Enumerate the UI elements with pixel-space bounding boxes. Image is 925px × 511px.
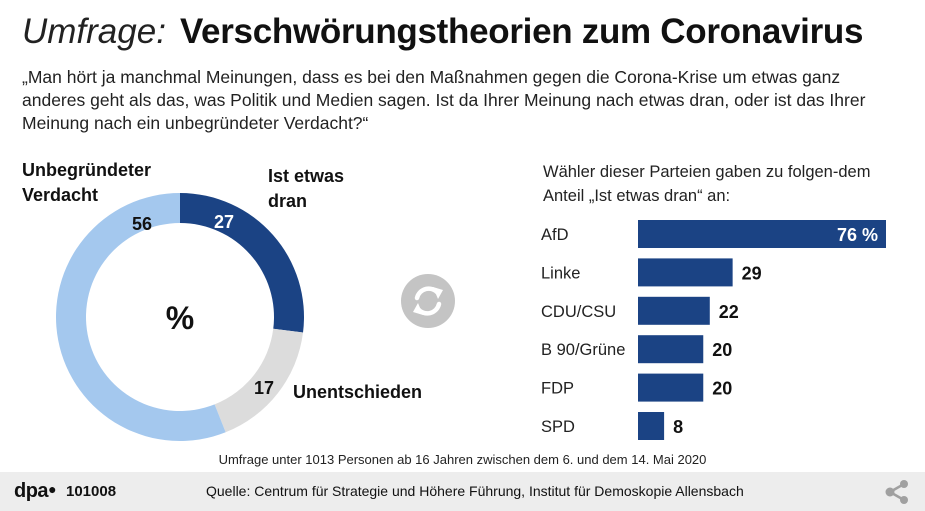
donut-chart: 27 17 56% <box>56 193 304 441</box>
bar-category-spd: SPD <box>541 418 575 436</box>
bar-fdp <box>638 373 704 402</box>
title-kicker: Umfrage: <box>22 12 166 51</box>
bar-category-afd: AfD <box>541 226 569 244</box>
share-icon[interactable] <box>884 480 910 504</box>
bar-value-afd: 76 % <box>837 225 878 245</box>
title-main: Verschwörungstheorien zum Coronavirus <box>179 12 864 51</box>
bar-category-fdp: FDP <box>541 380 574 398</box>
source-text: Quelle: Centrum für Strategie und Höhere… <box>206 483 744 499</box>
label-unbegruendeter-verdacht: Unbegründeter Verdacht <box>22 160 152 205</box>
bar-afd <box>638 220 886 248</box>
donut-value-ist-etwas-dran: 27 <box>214 212 234 232</box>
bar-value-fdp: 20 <box>712 379 732 399</box>
footer-bar: dpa● 101008 Quelle: Centrum für Strategi… <box>0 472 925 511</box>
bar-value-b-90-gr-ne: 20 <box>712 340 732 360</box>
bar-value-cdu-csu: 22 <box>719 302 739 322</box>
bar-b-90-gr-ne <box>638 335 704 364</box>
refresh-icon[interactable] <box>400 273 456 329</box>
dpa-logo: dpa● <box>14 480 57 502</box>
bar-category-b-90-gr-ne: B 90/Grüne <box>541 341 625 359</box>
bar-category-linke: Linke <box>541 264 580 282</box>
bar-category-cdu-csu: CDU/CSU <box>541 303 616 321</box>
bar-value-linke: 29 <box>742 263 762 283</box>
bar-chart-title: Wähler dieser Parteien gaben zu folgen-d… <box>543 163 871 205</box>
donut-value-unentschieden: 17 <box>254 378 274 398</box>
bar-cdu-csu <box>638 296 710 325</box>
survey-note: Umfrage unter 1013 Personen ab 16 Jahren… <box>218 452 707 467</box>
donut-value-unbegr-ndeter-verdacht: 56 <box>132 214 152 234</box>
donut-slice-ist-etwas-dran <box>180 193 304 333</box>
survey-question: „Man hört ja manchmal Meinungen, dass es… <box>22 67 866 133</box>
label-ist-etwas-dran: Ist etwas dran <box>268 166 345 211</box>
donut-slice-unbegr-ndeter-verdacht <box>56 193 226 441</box>
bar-value-spd: 8 <box>673 417 683 437</box>
donut-slice-unentschieden <box>214 328 304 433</box>
graphic-id: 101008 <box>66 483 117 500</box>
bar-spd <box>638 412 665 440</box>
label-unentschieden: Unentschieden <box>293 382 423 402</box>
bar-linke <box>638 258 733 287</box>
page-title: Umfrage: Verschwörungstheorien zum Corona… <box>22 10 863 54</box>
bar-chart: AfD 76 % Linke 29 CDU/CSU 22 B 90/Grüne 20 FDP 20… <box>541 220 886 440</box>
donut-center-label: % <box>166 300 194 336</box>
